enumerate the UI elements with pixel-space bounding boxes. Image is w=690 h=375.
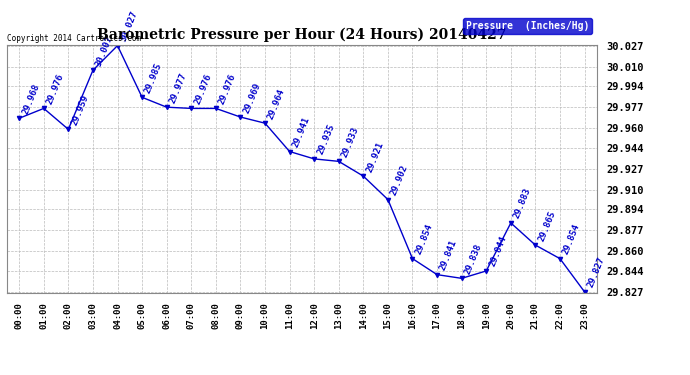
Text: 29.977: 29.977 (168, 71, 188, 104)
Legend: Pressure  (Inches/Hg): Pressure (Inches/Hg) (463, 18, 592, 33)
Text: 29.985: 29.985 (144, 61, 164, 94)
Text: 29.941: 29.941 (291, 116, 311, 149)
Text: 29.968: 29.968 (21, 82, 41, 116)
Text: 29.959: 29.959 (70, 93, 90, 127)
Text: 29.933: 29.933 (340, 125, 361, 159)
Text: Copyright 2014 Cartronics.com: Copyright 2014 Cartronics.com (7, 33, 141, 42)
Text: 30.007: 30.007 (95, 34, 115, 68)
Text: 29.854: 29.854 (562, 223, 582, 256)
Text: 29.976: 29.976 (45, 72, 66, 106)
Text: 29.827: 29.827 (586, 256, 607, 289)
Text: 29.841: 29.841 (438, 238, 459, 272)
Text: 29.844: 29.844 (488, 235, 508, 268)
Text: 29.976: 29.976 (217, 72, 237, 106)
Text: 29.976: 29.976 (193, 72, 213, 106)
Text: 29.883: 29.883 (512, 187, 533, 220)
Text: 29.935: 29.935 (315, 123, 336, 156)
Text: 29.964: 29.964 (266, 87, 287, 120)
Text: 30.027: 30.027 (119, 10, 139, 43)
Text: 29.838: 29.838 (463, 242, 484, 276)
Text: 29.969: 29.969 (241, 81, 262, 114)
Text: 29.865: 29.865 (537, 209, 558, 242)
Text: 29.854: 29.854 (414, 223, 434, 256)
Text: 29.902: 29.902 (389, 164, 410, 197)
Title: Barometric Pressure per Hour (24 Hours) 20140427: Barometric Pressure per Hour (24 Hours) … (97, 28, 506, 42)
Text: 29.921: 29.921 (365, 140, 385, 173)
